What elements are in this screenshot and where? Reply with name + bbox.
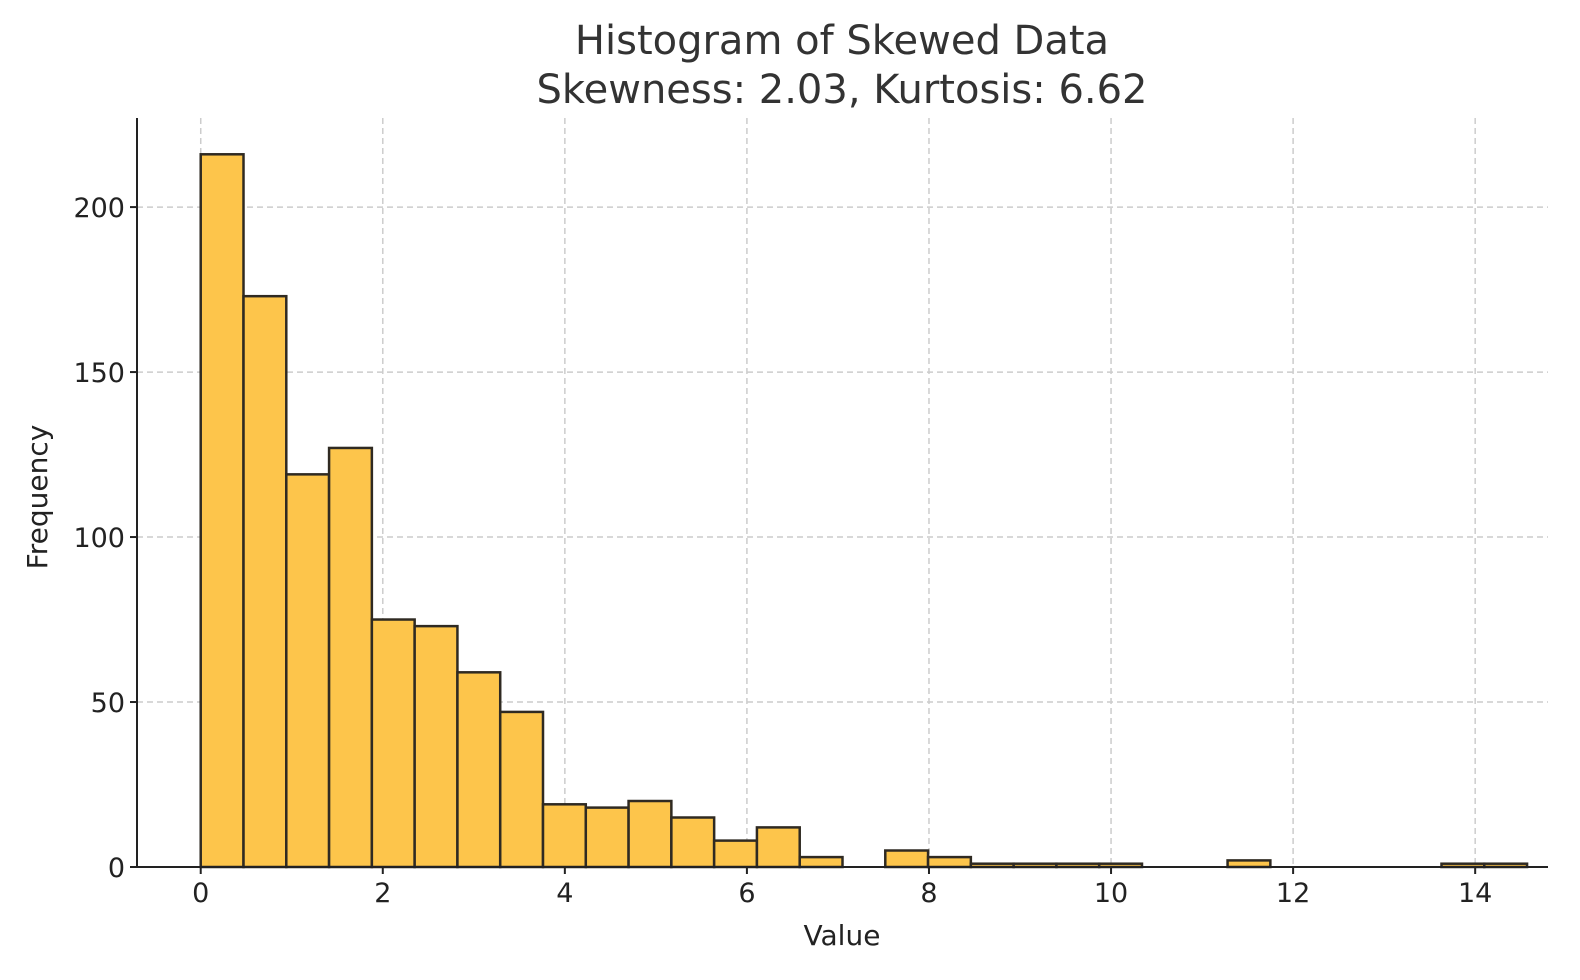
axes-layer <box>136 118 1548 868</box>
histogram-bar <box>670 816 716 869</box>
histogram-bar <box>926 855 973 869</box>
chart-subtitle: Skewness: 2.03, Kurtosis: 6.62 <box>536 67 1147 113</box>
x-tick-label: 4 <box>556 878 573 909</box>
histogram-bar <box>498 710 545 869</box>
histogram-bar <box>584 806 630 869</box>
x-tick-label: 2 <box>374 878 391 909</box>
histogram-bar <box>798 855 844 869</box>
x-tick-label: 14 <box>1458 878 1492 909</box>
y-axis-label: Frequency <box>21 425 54 570</box>
histogram-bar <box>755 826 801 869</box>
x-axis-label: Value <box>804 919 881 952</box>
histogram-bar <box>413 624 459 869</box>
x-tick-label: 6 <box>738 878 755 909</box>
histogram-bar <box>370 618 416 869</box>
histogram-bar <box>327 446 374 869</box>
x-tick-label: 10 <box>1094 878 1128 909</box>
x-tick-label: 12 <box>1276 878 1310 909</box>
y-tick-label: 0 <box>108 853 125 884</box>
grid-layer <box>137 118 1548 867</box>
y-tick-label: 100 <box>73 523 125 554</box>
bars-layer <box>199 153 1529 869</box>
chart-title: Histogram of Skewed Data <box>575 18 1109 64</box>
histogram-bar <box>541 803 588 869</box>
histogram-bar <box>199 153 245 869</box>
ticks-layer: 0 2 4 6 8 10 12 14 0 50 100 150 200 <box>73 193 1492 909</box>
x-tick-label: 0 <box>192 878 209 909</box>
y-tick-label: 150 <box>73 358 125 389</box>
histogram-bar <box>456 671 502 869</box>
histogram-bar <box>285 473 331 869</box>
histogram-bar <box>884 849 930 869</box>
y-tick-label: 50 <box>91 688 125 719</box>
y-tick-label: 200 <box>73 193 125 224</box>
x-tick-label: 8 <box>920 878 937 909</box>
histogram-bar <box>627 799 673 869</box>
histogram-bar <box>242 294 288 869</box>
histogram-bar <box>712 839 759 869</box>
